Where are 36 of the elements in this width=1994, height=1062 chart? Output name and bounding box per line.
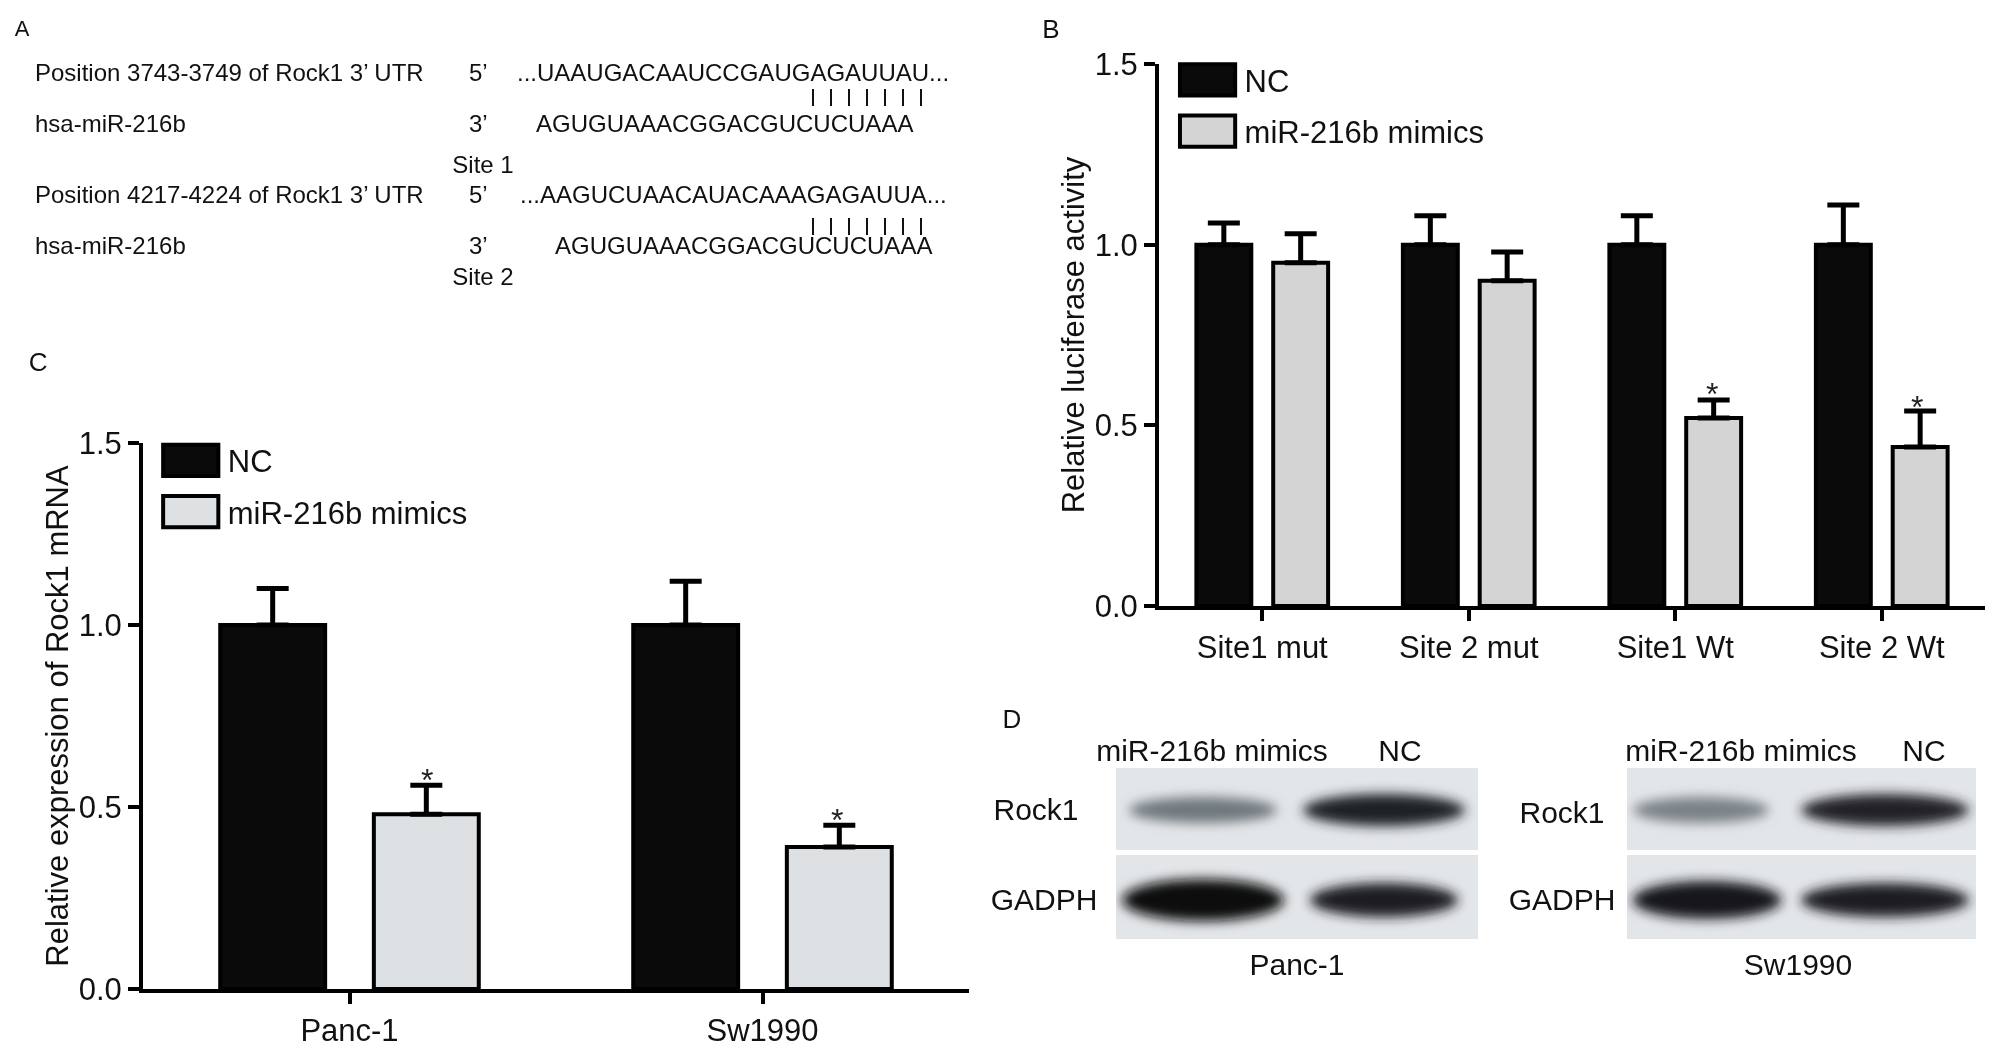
text: 5’ bbox=[469, 181, 488, 208]
text: Rock1 bbox=[1519, 796, 1605, 829]
text: 3’ bbox=[469, 232, 488, 259]
text: D bbox=[1002, 704, 1022, 734]
text: Position 4217-4224 of Rock1 3’ UTR bbox=[35, 181, 424, 208]
annotation: * bbox=[421, 762, 434, 798]
text: Sw1990 bbox=[1743, 948, 1853, 981]
text: A bbox=[14, 16, 30, 41]
text: ...AAGUCUAACAUACAAAGAGAUUA... bbox=[520, 181, 947, 208]
text: hsa-miR-216b bbox=[35, 110, 186, 137]
text: GADPH bbox=[1508, 883, 1616, 916]
text: Panc-1 bbox=[1249, 948, 1345, 981]
y-tick-label: 1.0 bbox=[78, 607, 122, 643]
y-axis-title: Relative expression of Rock1 mRNA bbox=[40, 465, 75, 967]
text: NC bbox=[1378, 734, 1422, 767]
text: AGUGUAAACGGACGUCUCUAAA bbox=[536, 110, 914, 137]
text: AGUGUAAACGGACGUCUCUAAA bbox=[555, 232, 933, 259]
legend-label: NC bbox=[227, 444, 273, 480]
text: Site 2 bbox=[452, 263, 514, 290]
text: miR-216b mimics bbox=[1625, 734, 1857, 767]
text: GADPH bbox=[990, 883, 1098, 916]
y-tick-label: 1.5 bbox=[78, 425, 122, 461]
y-tick-label: 0.5 bbox=[78, 789, 122, 825]
chart-title: C bbox=[28, 347, 48, 378]
text: Rock1 bbox=[993, 793, 1079, 826]
text: hsa-miR-216b bbox=[35, 232, 186, 259]
text: Site 1 bbox=[452, 151, 514, 178]
text: NC bbox=[1902, 734, 1946, 767]
legend-label: miR-216b mimics bbox=[227, 495, 468, 531]
text: 3’ bbox=[469, 110, 488, 137]
text: 5’ bbox=[469, 59, 488, 86]
y-tick-label: 0.0 bbox=[78, 971, 122, 1007]
text: miR-216b mimics bbox=[1096, 734, 1328, 767]
text: Position 3743-3749 of Rock1 3’ UTR bbox=[35, 59, 424, 86]
text: ...UAAUGACAAUCCGAUGAGAUUAU... bbox=[517, 59, 950, 86]
annotation: * bbox=[831, 802, 844, 838]
